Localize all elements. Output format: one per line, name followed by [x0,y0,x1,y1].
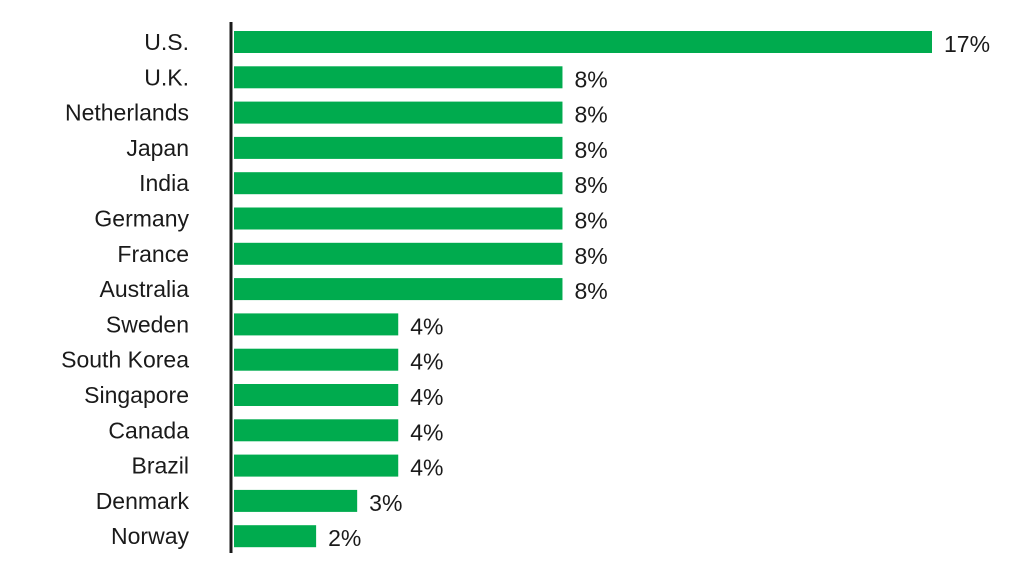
category-label: Norway [111,523,189,549]
bar-singapore [234,384,399,406]
value-label: 8% [574,102,607,128]
category-label: Australia [100,276,190,302]
category-label: India [139,170,189,196]
value-label: 4% [410,349,443,375]
value-label: 4% [410,455,443,481]
category-label: U.K. [144,64,189,90]
bar-sweden [234,313,399,336]
category-label: U.S. [144,29,189,55]
bar-india [234,172,563,195]
value-label: 8% [574,278,607,304]
category-label: Brazil [131,453,189,479]
value-label: 17% [944,31,990,57]
value-label: 3% [369,490,402,516]
value-label: 4% [410,313,443,339]
category-label: South Korea [61,347,189,373]
bar-u-s [234,31,932,53]
bar-norway [234,525,317,548]
category-label: Denmark [96,488,190,514]
value-label: 8% [574,208,607,234]
category-label: Sweden [106,311,189,337]
bar-brazil [234,454,399,477]
bars-group [234,31,932,548]
value-label: 8% [574,66,607,92]
value-label: 4% [410,384,443,410]
category-label: Japan [126,135,189,161]
category-label: France [117,241,189,267]
bar-japan [234,136,563,159]
value-label: 8% [574,243,607,269]
value-label: 8% [574,137,607,163]
bar-south-korea [234,348,399,371]
category-label: Netherlands [65,100,189,126]
category-label: Canada [108,417,189,443]
value-label: 8% [574,172,607,198]
bar-canada [234,419,399,442]
value-labels-group: 17% 8% 8% 8% 8% 8% 8% 8% 4% 4% 4% 4% 4% 3% 2% [328,31,990,551]
category-labels-group: U.S. U.K. Netherlands Japan India Germany Fran… [61,29,189,549]
bar-u-k [234,66,563,89]
bar-netherlands [234,101,563,124]
value-label: 4% [410,419,443,445]
category-label: Singapore [84,382,189,408]
category-label: Germany [94,206,189,232]
value-label: 2% [328,525,361,551]
bar-germany [234,207,563,230]
bar-france [234,242,563,265]
bar-denmark [234,489,358,512]
bar-australia [234,278,563,301]
